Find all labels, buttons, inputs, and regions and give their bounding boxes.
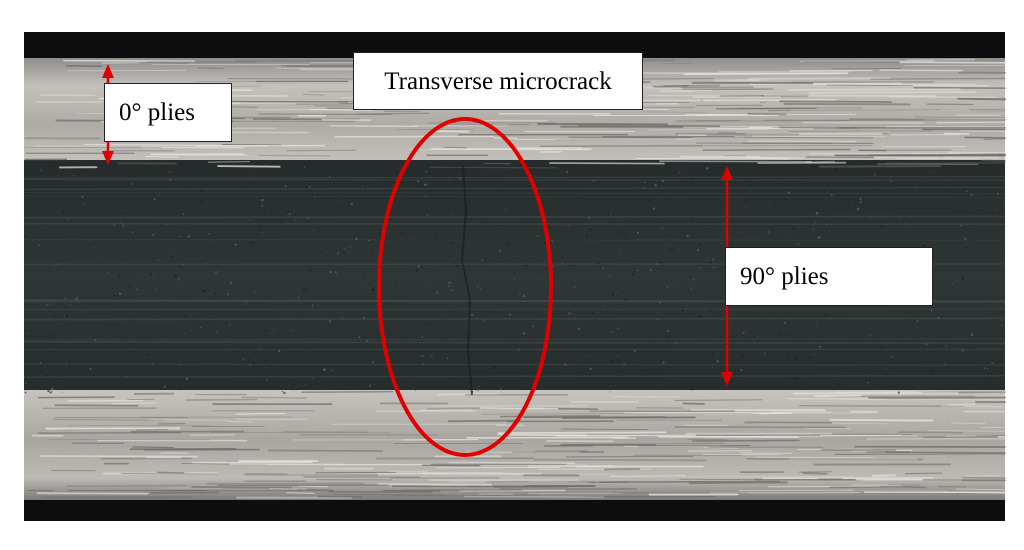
- fibre-speckles: [23, 164, 1006, 395]
- microcrack-ellipse: [377, 117, 553, 457]
- zero-plies-text: 0° plies: [119, 99, 195, 126]
- zero-plies-label: 0° plies: [104, 83, 232, 142]
- microcrack-text: Transverse microcrack: [384, 67, 612, 95]
- ninety-plies-label: 90° plies: [725, 247, 933, 306]
- ninety-plies-text: 90° plies: [740, 263, 829, 290]
- crack-line: [460, 164, 473, 396]
- microcrack-label: Transverse microcrack: [353, 52, 643, 110]
